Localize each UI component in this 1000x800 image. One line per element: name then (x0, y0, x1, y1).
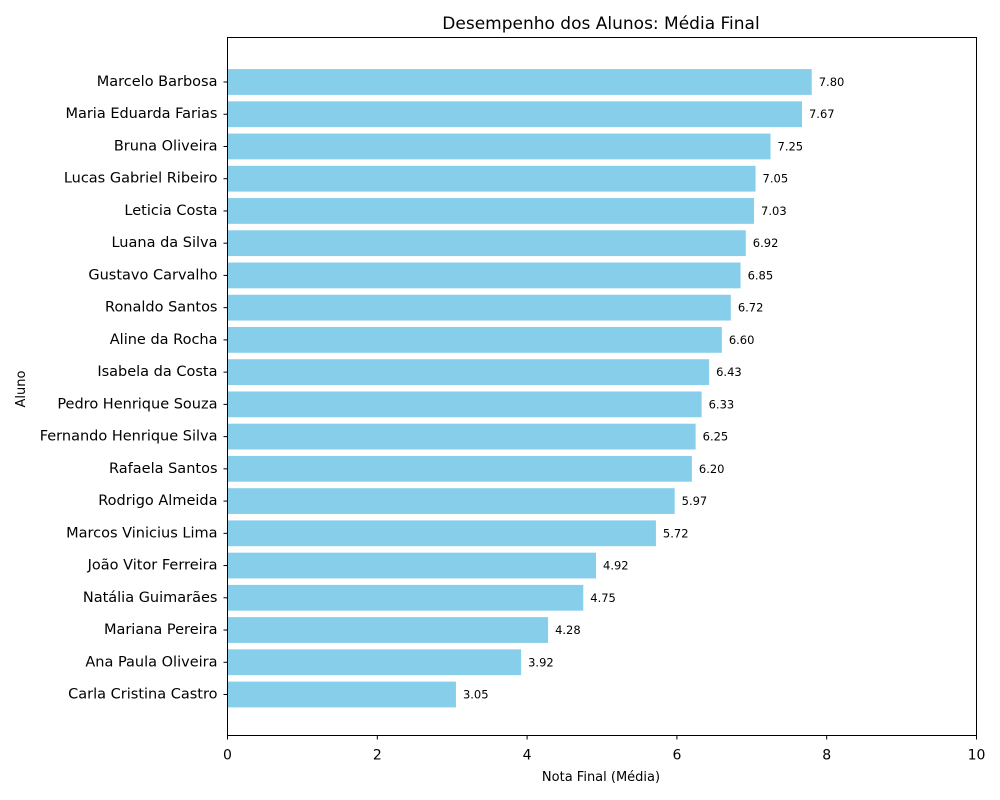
x-tick-label: 8 (822, 748, 831, 764)
x-tick-label: 4 (523, 748, 532, 764)
bar-value-label: 7.25 (778, 139, 804, 153)
bar (227, 488, 675, 514)
y-tick-label: Leticia Costa (124, 203, 217, 219)
y-tick-label: Fernando Henrique Silva (40, 429, 218, 445)
chart-title: Desempenho dos Alunos: Média Final (442, 14, 759, 34)
bar (227, 101, 802, 128)
bar (227, 649, 522, 676)
bar (227, 455, 692, 482)
bar (227, 262, 741, 289)
bar (227, 133, 771, 160)
x-ticks-group: 0 2 4 6 8 10 (223, 735, 986, 764)
bar-value-label: 6.43 (716, 365, 742, 379)
bar-value-label: 6.85 (748, 268, 774, 282)
x-axis-label: Nota Final (Média) (542, 770, 660, 785)
bar (227, 681, 456, 708)
bar-value-label: 6.60 (729, 333, 755, 347)
y-tick-label: João Vitor Ferreira (87, 558, 218, 574)
bar (227, 359, 710, 386)
bar-value-label: 6.25 (703, 430, 729, 444)
bar (227, 617, 549, 643)
y-axis-label: Aluno (14, 370, 29, 407)
bar-value-label: 7.67 (809, 107, 835, 121)
bar (227, 584, 584, 611)
bar-value-label: 6.72 (738, 301, 764, 315)
bar (227, 520, 656, 547)
bar-value-label: 6.33 (709, 397, 735, 411)
y-tick-label: Ana Paula Oliveira (85, 654, 217, 670)
y-tick-label: Luana da Silva (111, 235, 217, 251)
bar (227, 391, 702, 418)
y-tick-label: Bruna Oliveira (114, 138, 218, 154)
y-tick-label: Rafaela Santos (109, 461, 217, 477)
bar-value-label: 4.28 (555, 623, 581, 637)
bar (227, 165, 756, 192)
bar-value-label: 3.05 (463, 688, 489, 702)
y-tick-label: Ronaldo Santos (105, 300, 217, 316)
bar-value-label: 7.80 (819, 75, 845, 89)
bar (227, 423, 696, 450)
bar-value-label: 4.75 (590, 591, 616, 605)
bar-value-label: 7.05 (763, 172, 789, 186)
bar-value-label: 5.97 (682, 494, 708, 508)
y-tick-label: Rodrigo Almeida (98, 493, 217, 509)
bar (227, 552, 597, 579)
y-tick-label: Gustavo Carvalho (88, 267, 217, 283)
x-tick-label: 2 (373, 748, 382, 764)
bar-value-label: 3.92 (528, 655, 554, 669)
y-tick-label: Maria Eduarda Farias (65, 106, 217, 122)
bar-value-label: 4.92 (603, 559, 629, 573)
bars-group (227, 69, 812, 708)
category-labels-group: Marcelo Barbosa Maria Eduarda Farias Bruna… (40, 74, 228, 703)
y-tick-label: Isabela da Costa (97, 364, 217, 380)
y-tick-label: Lucas Gabriel Ribeiro (64, 171, 218, 187)
bar (227, 198, 755, 224)
bar (227, 230, 746, 257)
x-tick-label: 0 (223, 748, 232, 764)
y-tick-label: Marcos Vinicius Lima (66, 525, 217, 541)
y-tick-label: Pedro Henrique Souza (57, 396, 217, 412)
bar-value-label: 7.03 (761, 204, 787, 218)
bar (227, 327, 722, 353)
bar (227, 69, 812, 95)
plot-frame (227, 37, 977, 736)
bar-value-label: 6.92 (753, 236, 779, 250)
bar (227, 294, 731, 321)
y-tick-label: Aline da Rocha (110, 332, 218, 348)
y-tick-label: Carla Cristina Castro (68, 687, 217, 703)
x-tick-label: 10 (968, 748, 986, 764)
value-labels-group: 7.80 7.67 7.25 7.05 7.03 6.92 6.85 6.72 6.60 6.43… (463, 75, 844, 702)
y-tick-label: Mariana Pereira (104, 622, 218, 638)
x-tick-label: 6 (672, 748, 681, 764)
y-tick-label: Marcelo Barbosa (97, 74, 218, 90)
y-tick-label: Natália Guimarães (83, 590, 218, 606)
bar-value-label: 5.72 (663, 526, 689, 540)
bar-value-label: 6.20 (699, 462, 725, 476)
